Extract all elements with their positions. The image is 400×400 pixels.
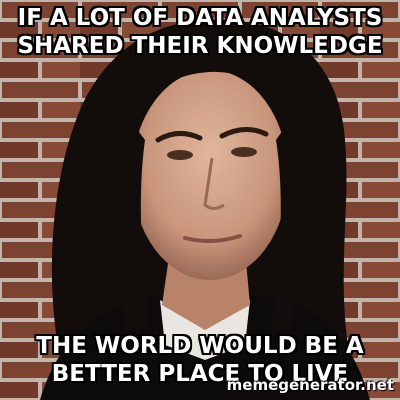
bottom-caption: THE WORLD WOULD BE A BETTER PLACE TO LIV… — [36, 333, 364, 387]
top-caption: IF A LOT OF DATA ANALYSTS SHARED THEIR K… — [17, 5, 383, 59]
watermark: memegenerator.net — [226, 376, 394, 394]
